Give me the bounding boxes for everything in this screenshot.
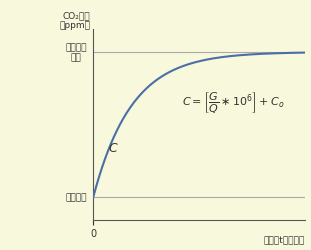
Text: 時間（t，時間）: 時間（t，時間） [263, 235, 305, 244]
Text: （ppm）: （ppm） [59, 21, 90, 30]
Text: 定常状態
濃度: 定常状態 濃度 [66, 43, 87, 62]
Text: C: C [108, 141, 117, 154]
Text: $C = \left[\dfrac{G}{Q} \ast 10^6\right] + C_o$: $C = \left[\dfrac{G}{Q} \ast 10^6\right]… [182, 90, 285, 115]
Text: 初期濃度: 初期濃度 [66, 193, 87, 202]
Text: CO₂濃度: CO₂濃度 [63, 11, 90, 20]
